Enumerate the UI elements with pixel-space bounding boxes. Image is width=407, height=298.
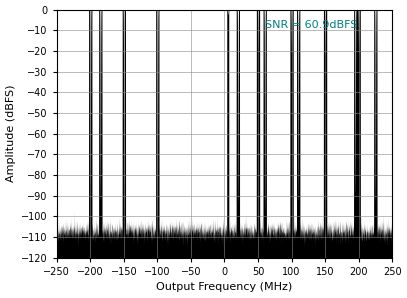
Y-axis label: Amplitude (dBFS): Amplitude (dBFS) bbox=[6, 85, 15, 182]
Text: SNR = 60.9dBFS: SNR = 60.9dBFS bbox=[265, 20, 357, 30]
X-axis label: Output Frequency (MHz): Output Frequency (MHz) bbox=[156, 283, 293, 292]
